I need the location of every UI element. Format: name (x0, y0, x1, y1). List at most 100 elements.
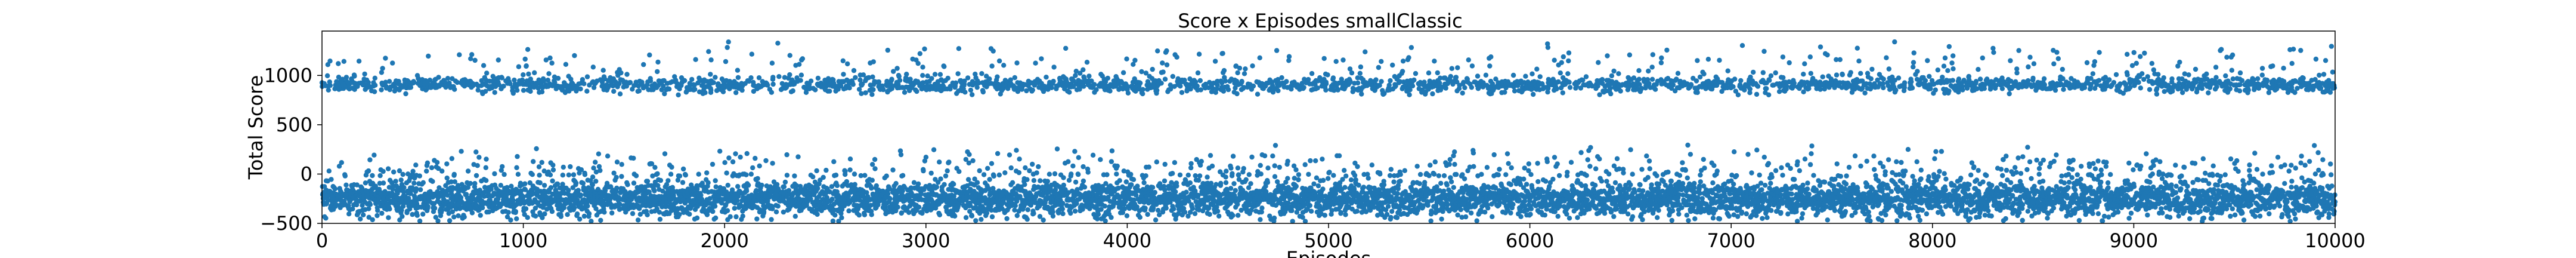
data-point (1272, 143, 1278, 148)
data-point (524, 63, 529, 69)
data-point (1150, 185, 1156, 190)
data-point (1017, 156, 1022, 162)
data-point (539, 89, 545, 94)
data-point (810, 174, 816, 180)
data-point (1085, 170, 1091, 175)
data-point (539, 159, 544, 165)
data-point (483, 165, 488, 170)
data-point (748, 75, 754, 81)
data-point (451, 171, 457, 177)
data-point (496, 82, 501, 87)
data-point (522, 56, 528, 62)
data-point (1137, 80, 1143, 86)
data-point (717, 149, 723, 154)
data-point (1001, 63, 1007, 68)
data-point (380, 168, 386, 174)
data-point (1220, 51, 1225, 56)
data-point (568, 164, 573, 170)
data-point (733, 90, 739, 96)
data-point (481, 63, 487, 68)
data-point (1237, 65, 1243, 71)
data-point (856, 213, 862, 218)
data-point (1084, 60, 1090, 65)
data-point (534, 146, 539, 152)
data-point (1212, 59, 1218, 64)
data-point (1076, 155, 1082, 160)
data-point (692, 87, 698, 92)
data-point (757, 163, 762, 168)
data-point (711, 80, 716, 85)
data-point (366, 214, 371, 220)
data-point (445, 192, 450, 198)
data-point (1012, 207, 1017, 213)
data-point (713, 184, 719, 189)
data-point (834, 183, 840, 188)
data-point (619, 162, 624, 167)
data-point (738, 154, 743, 160)
data-point (377, 173, 383, 179)
data-point (633, 173, 639, 179)
data-point (492, 171, 497, 177)
data-point (917, 51, 923, 57)
data-point (521, 72, 526, 78)
data-point (1123, 179, 1129, 185)
data-point (459, 149, 464, 154)
data-point (420, 211, 426, 217)
data-point (775, 204, 781, 209)
data-point (1196, 177, 1202, 183)
data-point (1014, 213, 1020, 219)
data-point (377, 180, 383, 186)
data-point (969, 213, 975, 219)
data-point (542, 211, 547, 217)
data-point (923, 155, 929, 160)
data-point (727, 214, 733, 219)
data-point (797, 62, 802, 67)
data-point (537, 173, 542, 178)
data-point (713, 215, 719, 221)
data-point (756, 75, 762, 81)
data-point (1054, 146, 1060, 152)
data-point (730, 159, 736, 165)
data-point (1188, 161, 1194, 167)
data-point (931, 147, 937, 152)
data-point (475, 87, 481, 93)
data-point (1223, 174, 1228, 180)
data-point (1092, 82, 1097, 87)
data-point (821, 174, 826, 180)
data-point (908, 76, 913, 82)
data-point (589, 219, 594, 224)
data-point (833, 173, 839, 178)
data-point (465, 168, 471, 174)
data-point (547, 55, 553, 61)
data-point (1031, 178, 1037, 183)
data-point (372, 82, 378, 88)
data-point (584, 74, 590, 79)
data-point (1184, 189, 1189, 195)
data-point (1235, 165, 1241, 171)
data-point (724, 45, 730, 50)
data-point (359, 185, 365, 191)
data-point (563, 62, 569, 67)
data-point (1013, 203, 1018, 208)
data-point (952, 213, 958, 219)
data-point (515, 88, 520, 93)
data-point (449, 156, 454, 161)
data-point (787, 72, 792, 78)
data-point (532, 70, 537, 76)
data-point (937, 72, 943, 77)
data-point (367, 202, 373, 207)
data-point (1243, 177, 1249, 182)
data-point (490, 73, 496, 79)
data-point (528, 88, 533, 94)
data-point (813, 87, 818, 93)
data-point (815, 211, 820, 217)
data-point (581, 81, 587, 87)
data-point (1160, 60, 1165, 66)
data-point (981, 172, 987, 177)
data-point (617, 91, 623, 97)
data-point (862, 173, 868, 178)
data-point (887, 196, 893, 201)
data-point (726, 39, 731, 45)
data-point (911, 180, 917, 185)
data-point (336, 75, 342, 80)
